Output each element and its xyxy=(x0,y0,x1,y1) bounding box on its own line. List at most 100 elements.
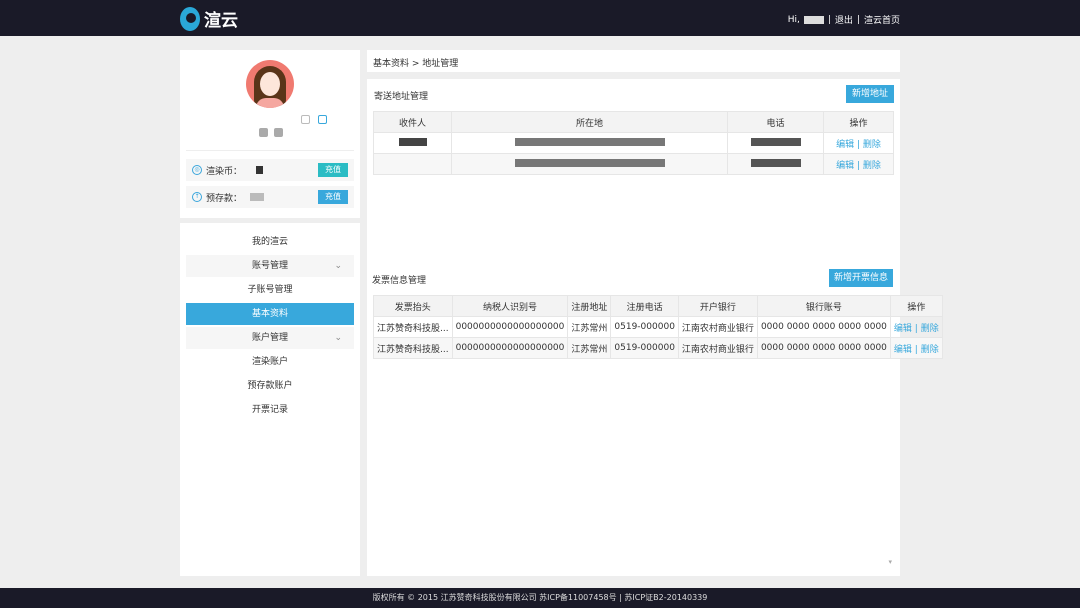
deposit-value-redacted xyxy=(250,193,265,201)
delete-link[interactable]: 删除 xyxy=(862,139,881,150)
cell: 江苏常州 xyxy=(567,316,612,338)
badge-icon xyxy=(259,128,268,137)
col-header: 银行账号 xyxy=(756,295,891,317)
deposit-row: ↑ 预存款： 充值 xyxy=(186,186,354,208)
coin-icon: ◎ xyxy=(192,165,202,175)
sidebar-item-label: 子账号管理 xyxy=(247,285,293,295)
col-header: 开户银行 xyxy=(677,295,758,317)
table-row: 编辑 | 删除 xyxy=(373,153,894,175)
sidebar-item[interactable]: 我的渲云 xyxy=(186,231,354,253)
edit-link[interactable]: 编辑 xyxy=(836,139,855,150)
render-coin-row: ◎ 渲染币： 充值 xyxy=(186,159,354,181)
cell: 0519-000000 xyxy=(610,316,679,338)
cell: 0000000000000000000 xyxy=(451,337,569,359)
col-header: 注册地址 xyxy=(567,295,612,317)
invoice-table: 发票抬头 纳税人识别号 注册地址 注册电话 开户银行 银行账号 操作 江苏赞奇科技股... 00… xyxy=(373,295,943,359)
col-header: 所在地 xyxy=(451,111,728,133)
sidebar-item-label: 渲染账户 xyxy=(251,357,288,367)
sidebar-item[interactable]: 开票记录 xyxy=(186,399,354,421)
delete-link[interactable]: 删除 xyxy=(920,344,939,355)
home-link[interactable]: 渲云首页 xyxy=(863,16,900,26)
sidebar-item[interactable]: 基本资料 xyxy=(186,303,354,325)
sidebar-item-label: 账户管理 xyxy=(251,333,288,343)
add-address-button[interactable]: 新增地址 xyxy=(846,85,894,103)
sidebar-item-label: 预存款账户 xyxy=(247,381,293,391)
breadcrumb-text: 基本资料 > 地址管理 xyxy=(373,59,459,69)
redacted xyxy=(514,158,665,167)
sep: | xyxy=(914,344,918,355)
cell: 0000 0000 0000 0000 0000 xyxy=(756,316,891,338)
edit-profile-icon[interactable] xyxy=(318,115,327,124)
edit-link[interactable]: 编辑 xyxy=(893,323,912,334)
chevron-down-icon: ⌄ xyxy=(334,333,342,343)
cell: 0000000000000000000 xyxy=(451,316,569,338)
sep: | xyxy=(856,160,861,171)
redacted xyxy=(398,137,427,146)
main-panel: 寄送地址管理 新增地址 收件人 所在地 电话 操作 编辑 | 删除 编辑 | 删除 发… xyxy=(367,79,943,576)
sidebar-item-label: 账号管理 xyxy=(251,261,288,271)
redacted xyxy=(750,158,801,167)
sidebar-item[interactable]: 子账号管理 xyxy=(186,279,354,301)
logo-icon xyxy=(180,6,200,31)
cell: 江苏赞奇科技股... xyxy=(373,316,453,338)
table-row: 江苏赞奇科技股... 0000000000000000000 江苏常州 0519-00… xyxy=(373,337,943,359)
col-header: 电话 xyxy=(727,111,824,133)
chevron-down-icon: ⌄ xyxy=(334,261,342,271)
sep: | xyxy=(856,139,861,150)
sep: | xyxy=(827,14,831,25)
sidebar-item[interactable]: 渲染账户 xyxy=(186,351,354,373)
address-title: 寄送地址管理 xyxy=(374,92,429,102)
cell: 0519-000000 xyxy=(610,337,679,359)
redacted xyxy=(750,137,801,146)
add-invoice-button[interactable]: 新增开票信息 xyxy=(829,269,893,287)
cell: 江苏常州 xyxy=(567,337,612,359)
cell: 江南农村商业银行 xyxy=(677,337,758,359)
render-coin-label: 渲染币： xyxy=(206,166,243,177)
cell: 江南农村商业银行 xyxy=(677,316,758,338)
delete-link[interactable]: 删除 xyxy=(862,160,881,171)
coin-value-redacted xyxy=(256,166,264,174)
sep: | xyxy=(914,323,918,334)
deposit-label: 预存款： xyxy=(206,193,243,204)
avatar[interactable] xyxy=(246,60,294,108)
edit-link[interactable]: 编辑 xyxy=(893,344,912,355)
sep: | xyxy=(856,14,860,25)
sidebar-item-label: 基本资料 xyxy=(251,309,288,319)
sidebar-item[interactable]: 账号管理 ⌄ xyxy=(186,255,354,277)
recharge-coin-button[interactable]: 充值 xyxy=(318,163,348,177)
address-table: 收件人 所在地 电话 操作 编辑 | 删除 编辑 | 删除 xyxy=(373,111,894,175)
sidebar-menu: 我的渲云账号管理 ⌄ 子账号管理基本资料账户管理 ⌄ 渲染账户预存款账户开票记录 xyxy=(180,223,360,576)
footer: 版权所有 © 2015 江苏赞奇科技股份有限公司 苏ICP备11007458号 … xyxy=(0,588,1080,608)
logout-link[interactable]: 退出 xyxy=(834,16,853,26)
profile-card: ◎ 渲染币： 充值 ↑ 预存款： 充值 xyxy=(180,50,360,218)
table-row: 江苏赞奇科技股... 0000000000000000000 江苏常州 0519-00… xyxy=(373,316,943,338)
sidebar-item[interactable]: 预存款账户 xyxy=(186,375,354,397)
invoice-title: 发票信息管理 xyxy=(372,276,427,286)
col-header: 操作 xyxy=(889,295,943,317)
breadcrumb: 基本资料 > 地址管理 xyxy=(367,50,900,72)
col-header: 操作 xyxy=(823,111,894,133)
col-header: 注册电话 xyxy=(610,295,679,317)
col-header: 发票抬头 xyxy=(373,295,453,317)
cell: 江苏赞奇科技股... xyxy=(373,337,453,359)
top-bar: 渲云 Hi, | 退出 | 渲云首页 xyxy=(0,0,1080,36)
col-header: 收件人 xyxy=(373,111,452,133)
scroll-indicator-icon[interactable]: ▾ xyxy=(888,558,892,566)
sidebar-item[interactable]: 账户管理 ⌄ xyxy=(186,327,354,349)
edit-icon[interactable] xyxy=(301,115,310,124)
col-header: 纳税人识别号 xyxy=(451,295,569,317)
recharge-deposit-button[interactable]: 充值 xyxy=(318,190,348,204)
redacted xyxy=(514,137,665,146)
star-icon xyxy=(274,128,283,137)
greeting: Hi, xyxy=(787,14,800,25)
edit-link[interactable]: 编辑 xyxy=(836,160,855,171)
sidebar-item-label: 开票记录 xyxy=(251,405,288,415)
username-redacted xyxy=(803,15,824,24)
logo-text: 渲云 xyxy=(204,11,238,31)
logo[interactable]: 渲云 xyxy=(180,6,238,31)
sidebar-item-label: 我的渲云 xyxy=(251,237,288,247)
deposit-icon: ↑ xyxy=(192,192,202,202)
delete-link[interactable]: 删除 xyxy=(920,323,939,334)
cell: 0000 0000 0000 0000 0000 xyxy=(756,337,891,359)
table-row: 编辑 | 删除 xyxy=(373,132,894,154)
